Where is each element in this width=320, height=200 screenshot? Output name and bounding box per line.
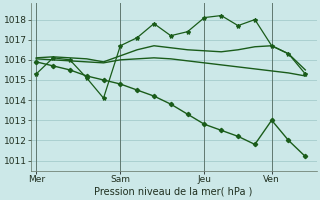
X-axis label: Pression niveau de la mer( hPa ): Pression niveau de la mer( hPa )	[94, 187, 253, 197]
